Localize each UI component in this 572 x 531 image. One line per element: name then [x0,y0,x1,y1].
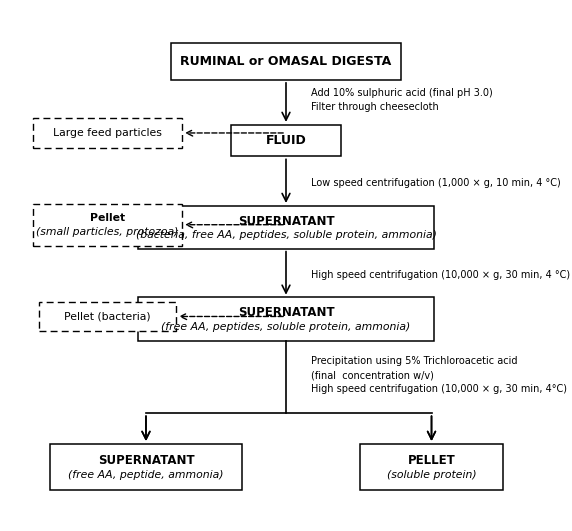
Text: SUPERNATANT: SUPERNATANT [98,454,194,467]
Text: (free AA, peptide, ammonia): (free AA, peptide, ammonia) [68,470,224,480]
FancyBboxPatch shape [33,118,182,148]
FancyBboxPatch shape [50,444,242,490]
FancyBboxPatch shape [138,297,434,341]
Text: High speed centrifugation (10,000 × g, 30 min, 4 °C): High speed centrifugation (10,000 × g, 3… [311,270,570,280]
Text: Filter through cheesecloth: Filter through cheesecloth [311,102,439,112]
Text: Precipitation using 5% Trichloroacetic acid: Precipitation using 5% Trichloroacetic a… [311,356,517,366]
Text: (bacteria, free AA, peptides, soluble protein, ammonia): (bacteria, free AA, peptides, soluble pr… [136,230,436,240]
FancyBboxPatch shape [231,125,341,157]
Text: Pellet: Pellet [90,213,125,224]
Text: (soluble protein): (soluble protein) [387,470,476,480]
Text: Low speed centrifugation (1,000 × g, 10 min, 4 °C): Low speed centrifugation (1,000 × g, 10 … [311,178,561,188]
Text: High speed centrifugation (10,000 × g, 30 min, 4°C): High speed centrifugation (10,000 × g, 3… [311,384,567,395]
Text: Large feed particles: Large feed particles [53,128,162,138]
Text: SUPERNATANT: SUPERNATANT [238,306,334,320]
FancyBboxPatch shape [138,205,434,249]
Text: (small particles, protozoa): (small particles, protozoa) [37,227,178,237]
Text: (final  concentration w/v): (final concentration w/v) [311,370,434,380]
FancyBboxPatch shape [360,444,503,490]
Text: Add 10% sulphuric acid (final pH 3.0): Add 10% sulphuric acid (final pH 3.0) [311,88,492,98]
Text: RUMINAL or OMASAL DIGESTA: RUMINAL or OMASAL DIGESTA [180,55,392,68]
Text: (free AA, peptides, soluble protein, ammonia): (free AA, peptides, soluble protein, amm… [161,322,411,332]
Text: FLUID: FLUID [265,134,307,147]
Text: Pellet (bacteria): Pellet (bacteria) [64,312,151,321]
FancyBboxPatch shape [170,43,402,80]
FancyBboxPatch shape [39,302,176,331]
FancyBboxPatch shape [33,204,182,246]
Text: SUPERNATANT: SUPERNATANT [238,215,334,228]
Text: PELLET: PELLET [408,454,455,467]
